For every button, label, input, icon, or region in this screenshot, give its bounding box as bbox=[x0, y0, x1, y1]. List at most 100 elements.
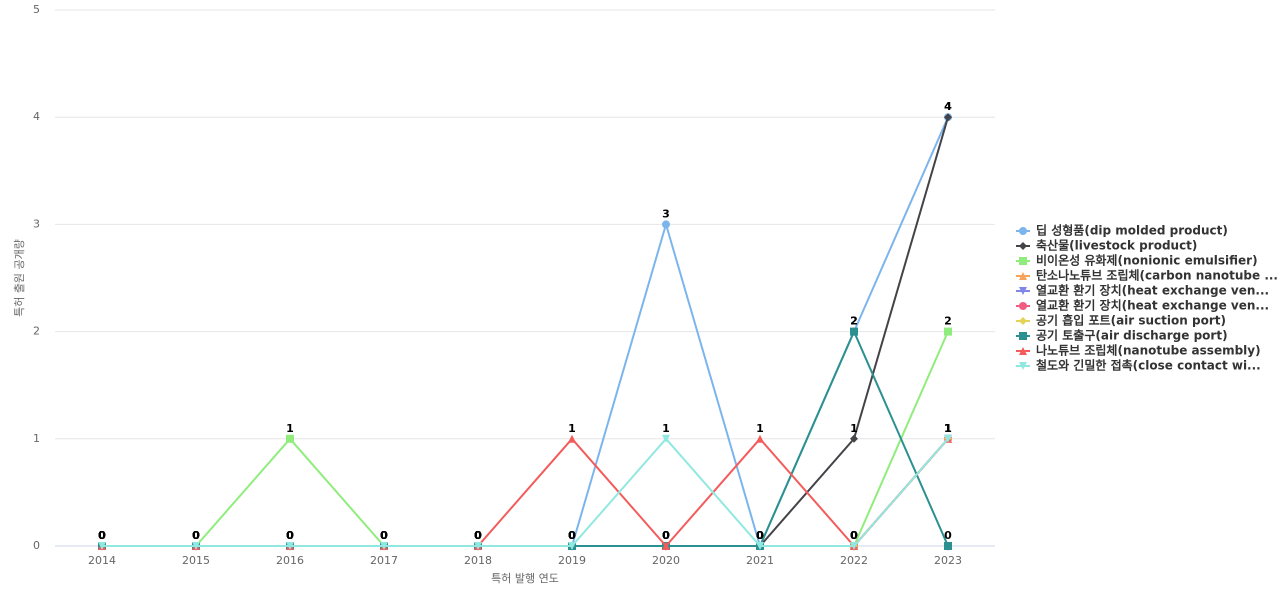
data-label: 0 bbox=[850, 529, 858, 542]
data-label: 0 bbox=[568, 529, 576, 542]
data-label: 0 bbox=[380, 529, 388, 542]
data-label: 0 bbox=[850, 529, 858, 542]
data-label: 0 bbox=[662, 529, 670, 542]
data-label: 0 bbox=[192, 529, 200, 542]
point bbox=[1019, 302, 1027, 310]
x-tick-label: 2019 bbox=[558, 554, 586, 567]
legend-label: 철도와 긴밀한 접촉(close contact wi... bbox=[1036, 358, 1261, 373]
data-label: 0 bbox=[286, 529, 294, 542]
point bbox=[568, 434, 576, 443]
data-label: 0 bbox=[756, 529, 764, 542]
data-label: 0 bbox=[192, 529, 200, 542]
data-label: 0 bbox=[380, 529, 388, 542]
data-label: 0 bbox=[756, 529, 764, 542]
data-label: 0 bbox=[474, 529, 482, 542]
point bbox=[1019, 332, 1027, 340]
data-label: 1 bbox=[944, 422, 952, 435]
x-tick-label: 2016 bbox=[276, 554, 304, 567]
point bbox=[944, 542, 952, 550]
x-axis-title: 특허 발행 연도 bbox=[491, 572, 559, 585]
data-label: 0 bbox=[192, 529, 200, 542]
data-label: 0 bbox=[98, 529, 106, 542]
data-label: 0 bbox=[474, 529, 482, 542]
data-label: 0 bbox=[286, 529, 294, 542]
point bbox=[944, 434, 952, 443]
data-label: 0 bbox=[192, 529, 200, 542]
data-label: 0 bbox=[850, 529, 858, 542]
x-tick-label: 2014 bbox=[88, 554, 116, 567]
data-label: 1 bbox=[662, 422, 670, 435]
point bbox=[1019, 347, 1027, 355]
data-label: 0 bbox=[474, 529, 482, 542]
data-label: 0 bbox=[756, 529, 764, 542]
data-label: 0 bbox=[756, 529, 764, 542]
data-label: 0 bbox=[568, 529, 576, 542]
data-label: 0 bbox=[380, 529, 388, 542]
point bbox=[286, 434, 294, 443]
data-label: 0 bbox=[192, 529, 200, 542]
data-label: 0 bbox=[756, 529, 764, 542]
data-label: 0 bbox=[286, 529, 294, 542]
legend-label: 딥 성형품(dip molded product) bbox=[1036, 223, 1228, 238]
data-label: 0 bbox=[98, 529, 106, 542]
data-label: 0 bbox=[192, 529, 200, 542]
data-label: 0 bbox=[192, 529, 200, 542]
data-label: 0 bbox=[380, 529, 388, 542]
point bbox=[286, 542, 294, 550]
data-label: 0 bbox=[568, 529, 576, 542]
x-tick-label: 2022 bbox=[840, 554, 868, 567]
legend-label: 열교환 환기 장치(heat exchange ven... bbox=[1036, 298, 1269, 313]
data-label: 0 bbox=[756, 529, 764, 542]
data-label: 0 bbox=[380, 529, 388, 542]
data-label: 0 bbox=[474, 529, 482, 542]
line bbox=[102, 437, 949, 547]
data-label: 0 bbox=[192, 529, 200, 542]
data-label: 0 bbox=[98, 529, 106, 542]
legend-label: 공기 흡입 포트(air suction port) bbox=[1036, 313, 1226, 328]
legend-label: 공기 토출구(air discharge port) bbox=[1036, 328, 1228, 343]
point bbox=[756, 542, 764, 550]
data-label: 0 bbox=[380, 529, 388, 542]
x-tick-label: 2017 bbox=[370, 554, 398, 567]
data-label: 0 bbox=[568, 529, 576, 542]
y-tick-label: 3 bbox=[33, 217, 40, 230]
data-label: 0 bbox=[474, 529, 482, 542]
data-label: 0 bbox=[662, 529, 670, 542]
data-label: 1 bbox=[944, 422, 952, 435]
data-label: 0 bbox=[380, 529, 388, 542]
data-label: 0 bbox=[192, 529, 200, 542]
data-label: 1 bbox=[568, 422, 576, 435]
data-label: 0 bbox=[568, 529, 576, 542]
data-label: 0 bbox=[286, 529, 294, 542]
data-label: 0 bbox=[286, 529, 294, 542]
point bbox=[662, 434, 670, 443]
data-label: 2 bbox=[850, 315, 858, 328]
data-label: 0 bbox=[756, 529, 764, 542]
data-label: 0 bbox=[380, 529, 388, 542]
data-label: 1 bbox=[286, 422, 294, 435]
data-label: 0 bbox=[98, 529, 106, 542]
data-label: 0 bbox=[474, 529, 482, 542]
data-label: 0 bbox=[98, 529, 106, 542]
x-tick-label: 2020 bbox=[652, 554, 680, 567]
series bbox=[98, 434, 952, 550]
data-label: 4 bbox=[944, 100, 952, 113]
point bbox=[944, 113, 952, 122]
data-label: 0 bbox=[850, 529, 858, 542]
legend-label: 축산물(livestock product) bbox=[1036, 238, 1197, 253]
point bbox=[474, 542, 482, 550]
y-tick-label: 2 bbox=[33, 325, 40, 338]
point bbox=[850, 434, 858, 443]
x-tick-label: 2023 bbox=[934, 554, 962, 567]
data-label: 0 bbox=[380, 529, 388, 542]
legend-label: 열교환 환기 장치(heat exchange ven... bbox=[1036, 283, 1269, 298]
point bbox=[1019, 272, 1027, 280]
data-label: 1 bbox=[944, 422, 952, 435]
legend-label: 비이온성 유화제(nonionic emulsifier) bbox=[1036, 253, 1258, 268]
x-tick-label: 2021 bbox=[746, 554, 774, 567]
y-tick-label: 0 bbox=[33, 539, 40, 552]
data-label: 0 bbox=[850, 529, 858, 542]
data-label: 0 bbox=[474, 529, 482, 542]
point bbox=[944, 327, 952, 336]
